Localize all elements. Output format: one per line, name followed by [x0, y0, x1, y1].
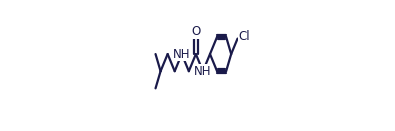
Text: NH: NH	[194, 65, 212, 78]
Text: O: O	[191, 25, 201, 38]
Text: Cl: Cl	[239, 30, 250, 43]
Text: NH: NH	[173, 48, 190, 61]
